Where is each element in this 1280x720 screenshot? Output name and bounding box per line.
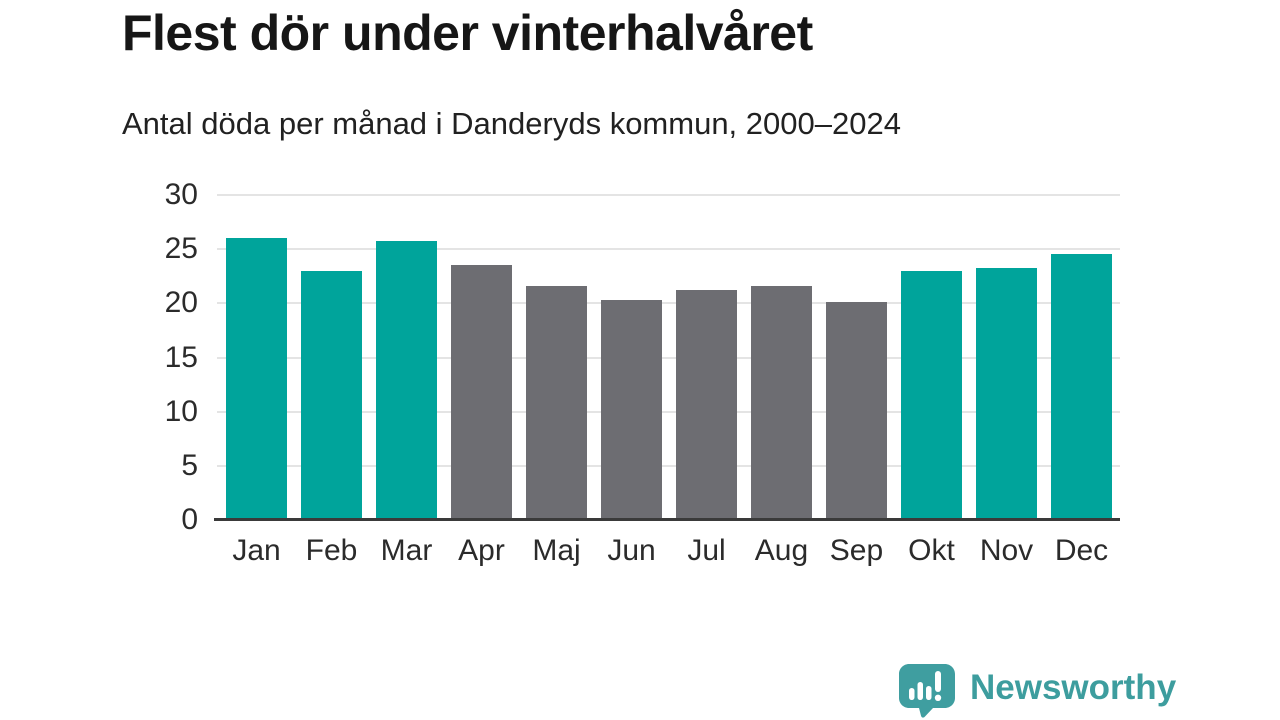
x-tick-label-jun: Jun	[607, 534, 656, 567]
y-tick-label-10: 10	[164, 394, 198, 428]
gridline-5	[217, 464, 1120, 467]
bar-apr	[451, 265, 512, 520]
y-tick-label-30: 30	[164, 178, 198, 211]
gridline-15	[217, 356, 1120, 359]
y-tick-label-20: 20	[164, 286, 198, 320]
x-tick-label-jul: Jul	[687, 534, 726, 567]
bar-mar	[376, 240, 437, 520]
brand-footer: Newsworthy	[897, 662, 1176, 718]
bar-dec	[1051, 253, 1112, 520]
x-tick-label-apr: Apr	[458, 534, 505, 567]
bar-sep	[826, 302, 887, 520]
gridline-10	[217, 410, 1120, 413]
x-tick-label-mar: Mar	[380, 534, 433, 567]
gridline-20	[217, 302, 1120, 305]
bar-feb	[301, 270, 362, 520]
y-tick-label-5: 5	[181, 448, 198, 482]
gridline-30	[217, 194, 1120, 196]
bar-jan	[226, 238, 287, 520]
bar-series	[217, 195, 1120, 520]
bar-nov	[976, 267, 1037, 520]
x-tick-label-maj: Maj	[532, 534, 581, 567]
x-tick-label-sep: Sep	[829, 534, 884, 567]
x-tick-label-jan: Jan	[232, 534, 281, 567]
bar-jul	[676, 290, 737, 520]
page-title: Flest dör under vinterhalvåret	[122, 5, 813, 61]
y-tick-label-25: 25	[164, 232, 198, 266]
x-tick-label-nov: Nov	[979, 534, 1034, 567]
y-tick-label-0: 0	[181, 503, 198, 536]
x-tick-label-dec: Dec	[1054, 534, 1109, 567]
bar-maj	[526, 286, 587, 520]
bar-okt	[901, 270, 962, 520]
bar-aug	[751, 286, 812, 520]
plot-area	[214, 194, 1120, 521]
y-tick-label-15: 15	[164, 340, 198, 374]
y-axis: 0 5 10 15 20 25 30	[120, 180, 198, 535]
x-axis-baseline	[214, 518, 1120, 521]
chart-subtitle: Antal döda per månad i Danderyds kommun,…	[122, 106, 901, 141]
gridline-25	[217, 248, 1120, 251]
x-tick-label-okt: Okt	[908, 534, 955, 567]
x-tick-label-feb: Feb	[305, 534, 358, 567]
x-tick-label-aug: Aug	[754, 534, 809, 567]
brand-name: Newsworthy	[970, 667, 1177, 707]
newsworthy-logo-icon	[899, 664, 955, 718]
bar-jun	[601, 300, 662, 520]
x-axis: Jan Feb Mar Apr Maj Jun Jul Aug Sep Okt Nov Dec	[217, 534, 1120, 568]
